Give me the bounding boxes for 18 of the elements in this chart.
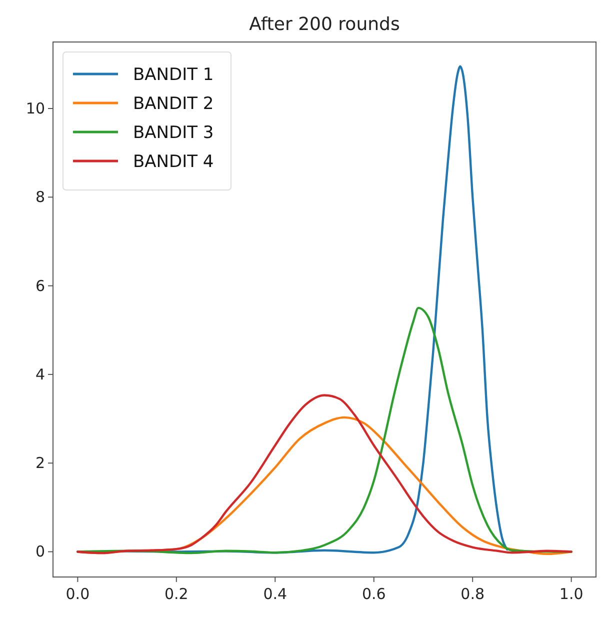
legend-label: BANDIT 2 (133, 94, 214, 114)
y-tick-label: 2 (35, 454, 45, 472)
legend-label: BANDIT 4 (133, 152, 214, 172)
x-tick-label: 1.0 (559, 585, 584, 603)
x-tick-label: 0.6 (362, 585, 386, 603)
legend-label: BANDIT 1 (133, 65, 214, 85)
y-tick-label: 8 (35, 188, 45, 206)
x-tick-label: 0.0 (66, 585, 90, 603)
y-tick-label: 6 (35, 276, 45, 295)
x-tick-label: 0.2 (164, 585, 188, 603)
y-tick-label: 4 (35, 365, 45, 384)
y-tick-label: 0 (35, 542, 45, 561)
y-tick-label: 10 (26, 99, 45, 118)
x-tick-label: 0.4 (263, 585, 288, 603)
x-tick-label: 0.8 (460, 585, 485, 603)
chart-title: After 200 rounds (249, 14, 400, 35)
legend-label: BANDIT 3 (133, 123, 214, 143)
line-series (76, 306, 572, 554)
